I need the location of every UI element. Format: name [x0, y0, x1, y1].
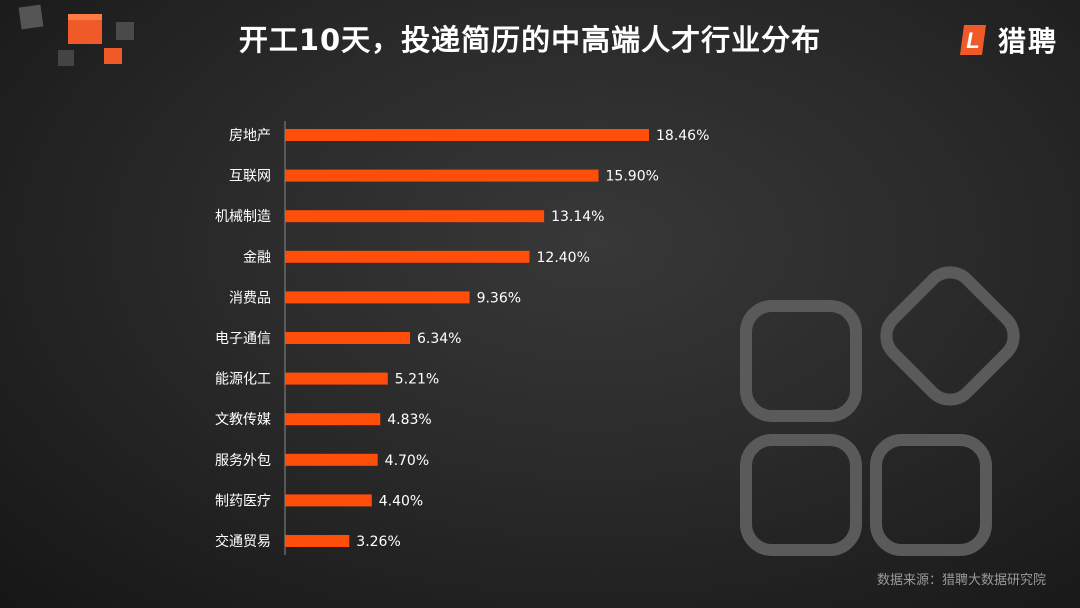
value-label: 6.34%	[417, 331, 461, 347]
value-label: 4.70%	[385, 453, 429, 469]
liepin-logo-icon: L	[959, 25, 986, 55]
cube-decoration	[18, 4, 134, 66]
bar	[285, 129, 649, 141]
value-label: 12.40%	[537, 250, 590, 266]
value-label: 5.21%	[395, 372, 439, 388]
bar	[285, 250, 530, 263]
cube-gray-3	[58, 50, 74, 66]
bar	[285, 413, 381, 426]
value-label: 4.83%	[387, 412, 431, 428]
bar	[285, 169, 599, 182]
category-label: 交通贸易	[215, 533, 271, 550]
bar	[285, 372, 388, 385]
category-label: 金融	[243, 250, 271, 266]
value-label: 15.90%	[606, 169, 659, 185]
bar	[285, 494, 372, 507]
category-label: 能源化工	[215, 372, 271, 388]
brand-logo: L 猎聘	[956, 20, 1058, 60]
category-label: 电子通信	[215, 331, 271, 347]
brand-name: 猎聘	[997, 25, 1058, 58]
data-source-note: 数据来源：猎聘大数据研究院	[876, 573, 1046, 588]
logo-letter: L	[966, 28, 979, 53]
bar	[285, 332, 411, 344]
deco-square-bottom-right	[870, 434, 992, 556]
deco-square-bottom-left	[740, 434, 862, 556]
category-label: 服务外包	[215, 453, 271, 469]
cube-orange-small	[104, 48, 122, 64]
bar	[285, 210, 545, 223]
bar	[285, 535, 350, 547]
category-label: 文教传媒	[215, 412, 271, 428]
category-label: 消费品	[229, 290, 271, 306]
page-title: 开工10天，投递简历的中高端人才行业分布	[238, 23, 822, 57]
deco-diamond	[880, 266, 1020, 406]
value-label: 18.46%	[656, 128, 709, 144]
value-label: 13.14%	[551, 209, 604, 225]
category-label: 互联网	[229, 169, 271, 185]
cube-gray-2	[116, 22, 134, 40]
category-label: 房地产	[229, 128, 271, 144]
category-label: 制药医疗	[215, 493, 271, 509]
rounded-shapes-decoration	[740, 266, 1020, 556]
cube-orange-large-shade	[68, 14, 102, 20]
bar	[285, 453, 378, 466]
deco-square-top-left	[740, 300, 862, 422]
value-label: 4.40%	[379, 493, 423, 509]
bar	[285, 291, 470, 304]
category-label: 机械制造	[215, 209, 271, 225]
value-label: 9.36%	[477, 290, 521, 306]
value-label: 3.26%	[356, 534, 400, 550]
cube-gray-1	[18, 4, 44, 30]
